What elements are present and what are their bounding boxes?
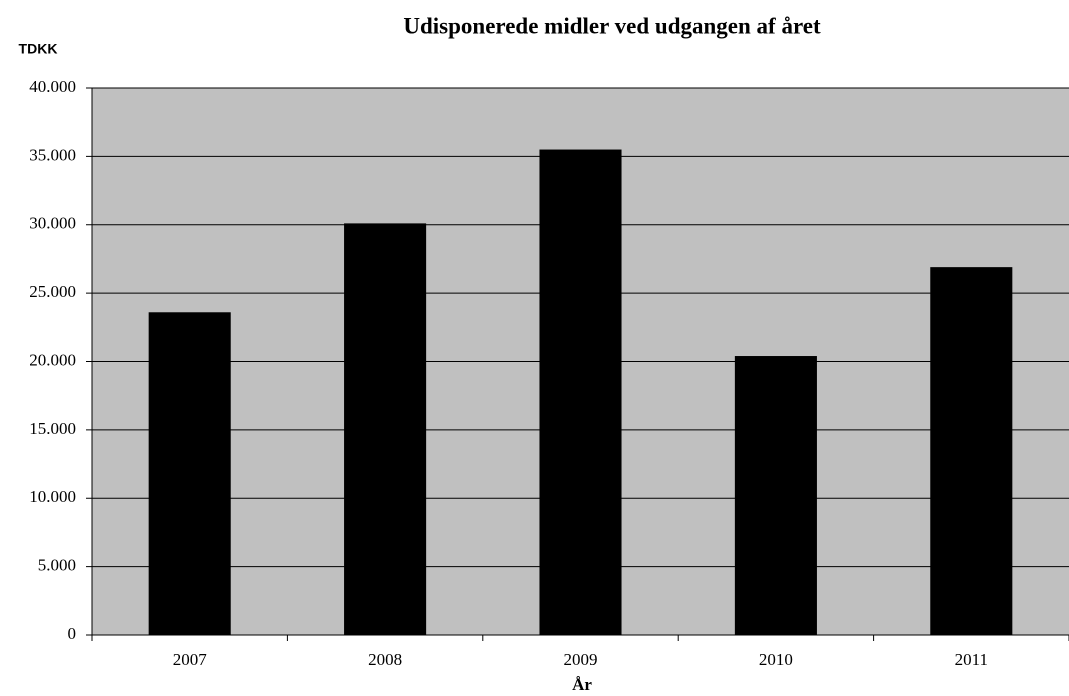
chart-title: Udisponerede midler ved udgangen af året (403, 13, 821, 38)
y-tick-label: 40.000 (29, 77, 76, 96)
y-tick-label: 35.000 (29, 145, 76, 164)
bar (734, 356, 817, 635)
y-tick-label: 10.000 (29, 487, 76, 506)
y-tick-label: 20.000 (29, 350, 76, 369)
x-axis-label: År (572, 675, 592, 694)
bar (148, 312, 231, 635)
bar (344, 223, 427, 635)
y-tick-label: 15.000 (29, 419, 76, 438)
y-tick-label: 0 (68, 624, 77, 643)
x-tick-label: 2007 (173, 650, 208, 669)
y-tick-label: 5.000 (38, 556, 76, 575)
y-tick-label: 25.000 (29, 282, 76, 301)
bar (539, 149, 622, 635)
y-tick-label: 30.000 (29, 214, 76, 233)
bar (930, 267, 1013, 635)
x-tick-label: 2008 (368, 650, 402, 669)
x-tick-label: 2011 (955, 650, 988, 669)
x-tick-label: 2009 (564, 650, 598, 669)
y-axis-label: TDKK (19, 41, 58, 57)
x-tick-label: 2010 (759, 650, 793, 669)
